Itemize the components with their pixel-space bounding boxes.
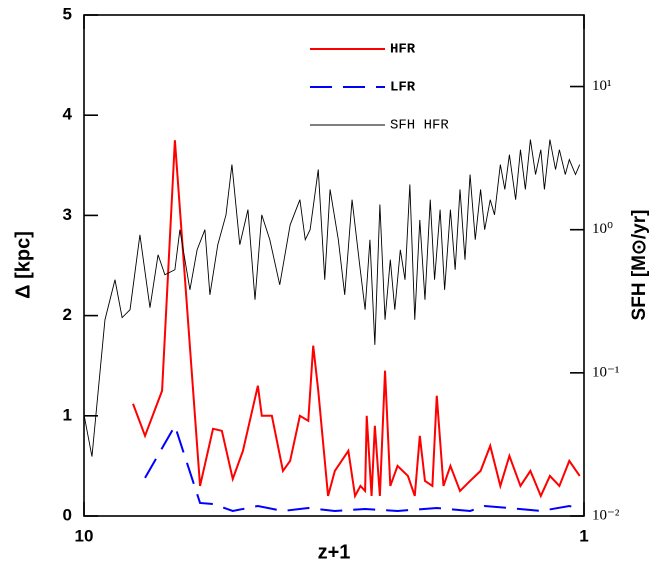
y2-tick-label: 10¹ [592, 78, 612, 94]
y2-tick-label: 10⁰ [592, 221, 613, 237]
y-tick-label: 0 [63, 505, 72, 524]
x-axis-label: z+1 [318, 541, 351, 563]
y-tick-label: 3 [63, 205, 72, 224]
y2-axis-label: SFH [M⊙/yr] [629, 210, 650, 321]
legend-label: HFR [390, 42, 416, 58]
series-line [83, 139, 581, 457]
series-line [144, 423, 580, 513]
x-tick-label: 1 [579, 526, 588, 545]
plot-frame [83, 14, 585, 517]
x-tick-label: 10 [75, 526, 94, 545]
y-axis-label: Δ [kpc] [12, 231, 34, 299]
legend-label: SFH HFR [390, 118, 449, 134]
series-line [132, 140, 581, 500]
y2-tick-label: 10⁻² [592, 507, 620, 523]
legend-label: LFR [390, 80, 416, 96]
y-tick-label: 1 [63, 405, 72, 424]
y-tick-label: 5 [63, 4, 72, 23]
y-tick-label: 2 [63, 305, 72, 324]
y2-tick-label: 10⁻¹ [592, 364, 619, 380]
y-tick-label: 4 [63, 105, 73, 124]
